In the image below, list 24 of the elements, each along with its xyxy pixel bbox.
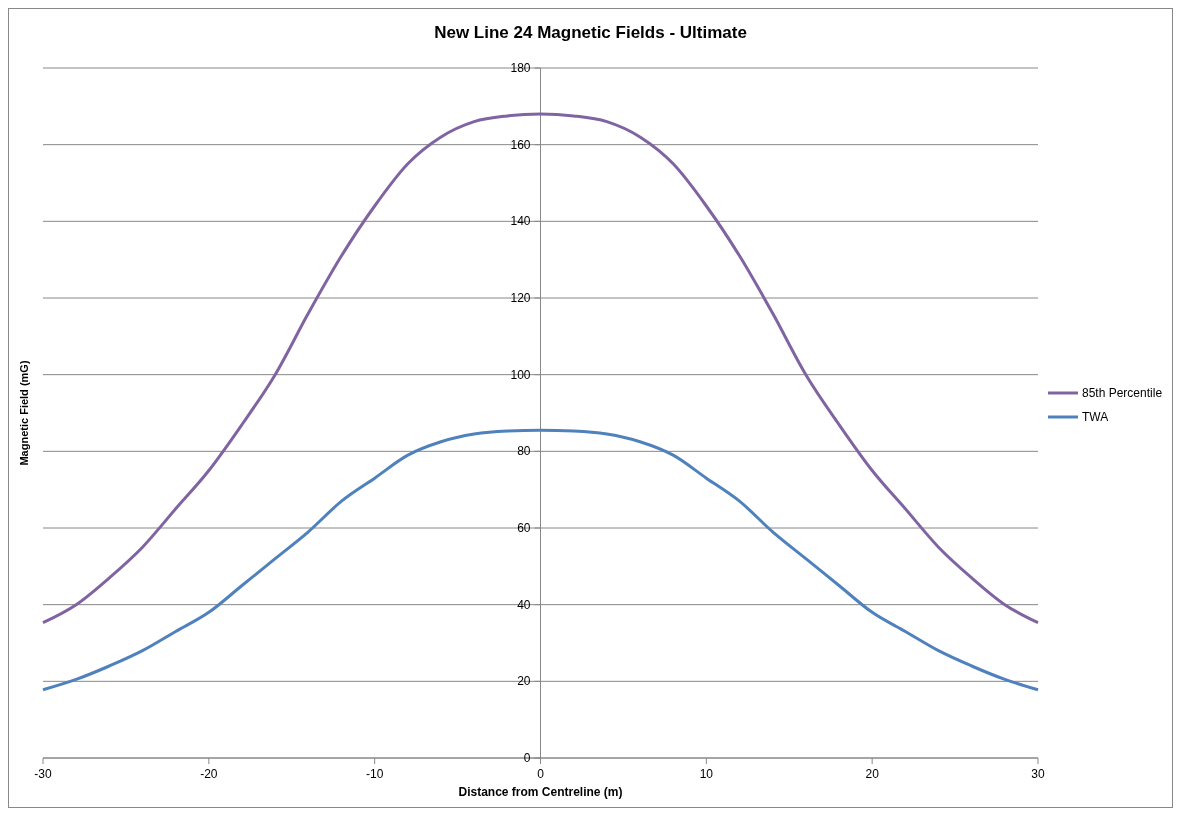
legend-label: 85th Percentile [1082,386,1163,400]
x-tick-label: -10 [365,767,384,781]
x-tick-label: 20 [865,767,880,781]
x-tick-label: -30 [34,767,52,781]
y-tick-label: 0 [523,751,531,765]
y-tick-label: 160 [510,137,531,152]
x-tick-label: 0 [537,767,545,781]
y-tick-label: 180 [510,61,531,75]
y-axis-title: Magnetic Field (mG) [18,360,30,466]
y-tick-label: 20 [517,674,531,689]
y-tick-label: 140 [510,214,531,229]
x-tick-label: -20 [200,767,218,781]
line-series [41,428,1040,692]
y-tick-label: 100 [510,367,531,382]
y-tick-label: 80 [517,444,531,459]
chart-title: New Line 24 Magnetic Fields - Ultimate [434,23,747,42]
legend-label: TWA [1082,410,1109,424]
y-tick-label: 60 [517,521,531,535]
y-tick-label: 40 [517,597,531,612]
line-series [41,112,1040,625]
x-tick-label: 10 [699,767,714,781]
x-axis-title: Distance from Centreline (m) [458,785,623,799]
y-tick-label: 120 [510,291,531,305]
x-tick-label: 30 [1031,767,1045,781]
